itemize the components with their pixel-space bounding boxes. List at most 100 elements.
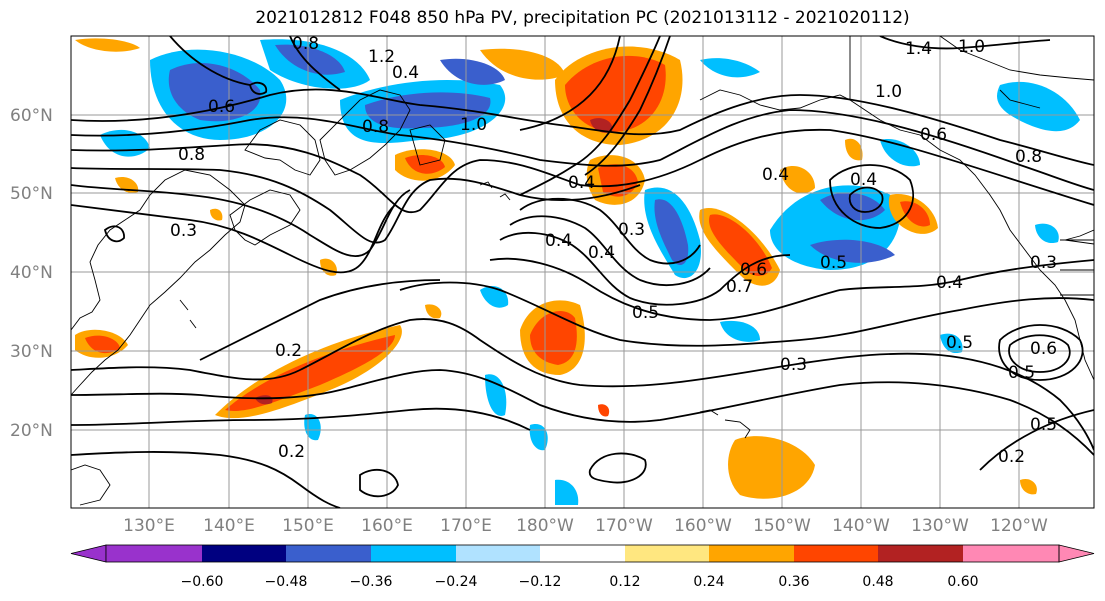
precip-negative-region — [720, 320, 760, 342]
precip-positive-region — [900, 201, 930, 227]
contour-label: 0.3 — [1030, 253, 1057, 273]
latitude-label: 50°N — [10, 184, 53, 204]
contour-label: 0.2 — [275, 341, 302, 361]
precip-negative-region — [1035, 223, 1059, 244]
contour-label: 0.4 — [588, 243, 615, 263]
colorbar-tick-label: −0.48 — [265, 574, 308, 590]
precipitation-shading — [75, 38, 1080, 505]
contour-label: 0.7 — [726, 277, 753, 297]
map-title: 2021012812 F048 850 hPa PV, precipitatio… — [255, 8, 910, 28]
contour-label: 1.0 — [875, 82, 902, 102]
colorbar-swatch — [1058, 544, 1095, 563]
colorbar-swatch — [878, 545, 963, 562]
longitude-label: 180°W — [516, 516, 574, 536]
longitude-label: 150°W — [753, 516, 811, 536]
colorbar-swatches — [70, 544, 1095, 563]
precip-positive-region — [225, 335, 395, 411]
precip-positive-region — [75, 38, 140, 52]
contour-label: 1.4 — [905, 39, 932, 59]
precip-negative-region — [555, 479, 579, 505]
latitude-label: 40°N — [10, 263, 53, 283]
longitude-labels: 130°E 140°E 150°E 160°E 170°E 180°W 170°… — [123, 516, 1048, 536]
colorbar-tick-label: −0.24 — [435, 574, 478, 590]
colorbar-swatch — [286, 545, 371, 562]
longitude-label: 170°E — [440, 516, 492, 536]
contour-label: 0.4 — [850, 170, 877, 190]
contour-label: 0.8 — [1015, 147, 1042, 167]
contour-label: 0.6 — [740, 260, 767, 280]
precip-negative-region — [810, 239, 895, 263]
map-frame — [70, 35, 1095, 509]
contour-label: 0.8 — [292, 34, 319, 54]
colorbar-tick-label: 0.36 — [778, 574, 809, 590]
colorbar-swatch — [106, 545, 202, 562]
precip-positive-region — [480, 48, 565, 80]
colorbar-frame — [105, 544, 1060, 563]
precip-negative-region — [940, 333, 963, 354]
colorbar-swatch — [456, 545, 540, 562]
colorbar-swatch — [202, 545, 286, 562]
precip-negative-region — [440, 58, 505, 85]
contour-label: 0.6 — [208, 97, 235, 117]
precip-negative-region — [168, 62, 261, 122]
precip-negative-region — [654, 199, 689, 265]
contour-label: 0.2 — [278, 442, 305, 462]
contour-label: 1.2 — [368, 47, 395, 67]
colorbar-swatch — [625, 545, 709, 562]
contour-label: 1.0 — [460, 115, 487, 135]
contour-label: 1.0 — [958, 37, 985, 57]
precip-positive-region — [85, 335, 120, 354]
longitude-label: 130°W — [911, 516, 969, 536]
precip-positive-region — [598, 404, 610, 417]
colorbar-tick-label: 0.60 — [947, 574, 978, 590]
longitude-label: 160°E — [361, 516, 413, 536]
precip-positive-region — [405, 155, 445, 174]
contour-label: 0.4 — [936, 273, 963, 293]
latitude-label: 60°N — [10, 106, 53, 126]
precip-positive-region — [320, 258, 337, 276]
latitude-labels: 60°N 50°N 40°N 30°N 20°N — [10, 106, 53, 441]
longitude-label: 130°E — [123, 516, 175, 536]
colorbar-swatch — [70, 544, 107, 563]
precip-negative-region — [480, 285, 509, 308]
contour-label: 0.5 — [1008, 363, 1035, 383]
colorbar-swatch — [371, 545, 456, 562]
precip-positive-region — [1020, 478, 1037, 495]
precip-negative-region — [700, 58, 760, 78]
contour-label: 0.2 — [998, 447, 1025, 467]
colorbar-swatch — [794, 545, 878, 562]
longitude-label: 170°W — [595, 516, 653, 536]
colorbar-swatch — [709, 545, 794, 562]
colorbar: −0.60 −0.48 −0.36 −0.24 −0.12 0.12 0.24 … — [70, 544, 1095, 590]
longitude-label: 160°W — [674, 516, 732, 536]
precip-negative-region — [275, 44, 345, 75]
colorbar-tick-label: −0.36 — [350, 574, 393, 590]
precip-negative-region — [997, 81, 1080, 132]
contour-label: 0.6 — [1030, 339, 1057, 359]
contour-label: 0.5 — [820, 253, 847, 273]
contour-label: 0.3 — [780, 355, 807, 375]
colorbar-tick-label: 0.24 — [693, 574, 724, 590]
latitude-label: 30°N — [10, 342, 53, 362]
precip-positive-region — [590, 118, 613, 133]
contour-label: 0.5 — [632, 303, 659, 323]
contour-labels: 0.8 1.2 1.0 1.4 1.0 0.8 1.0 0.6 0.4 0.3 … — [170, 34, 1057, 467]
pv-contours — [71, 36, 1094, 508]
latitude-label: 20°N — [10, 421, 53, 441]
longitude-label: 140°W — [832, 516, 890, 536]
colorbar-tick-label: 0.12 — [609, 574, 640, 590]
colorbar-tick-label: 0.48 — [862, 574, 893, 590]
precip-positive-region — [780, 166, 815, 194]
precip-positive-region — [115, 176, 139, 193]
contour-label: 0.6 — [920, 125, 947, 145]
precip-positive-region — [709, 214, 772, 276]
contour-label: 0.3 — [618, 220, 645, 240]
gridlines — [71, 36, 1094, 508]
contour-label: 0.8 — [178, 145, 205, 165]
contour-label: 0.5 — [1030, 415, 1057, 435]
colorbar-tick-label: −0.60 — [181, 574, 224, 590]
contour-label: 0.4 — [392, 63, 419, 83]
longitude-label: 150°E — [282, 516, 334, 536]
colorbar-swatch — [963, 545, 1059, 562]
